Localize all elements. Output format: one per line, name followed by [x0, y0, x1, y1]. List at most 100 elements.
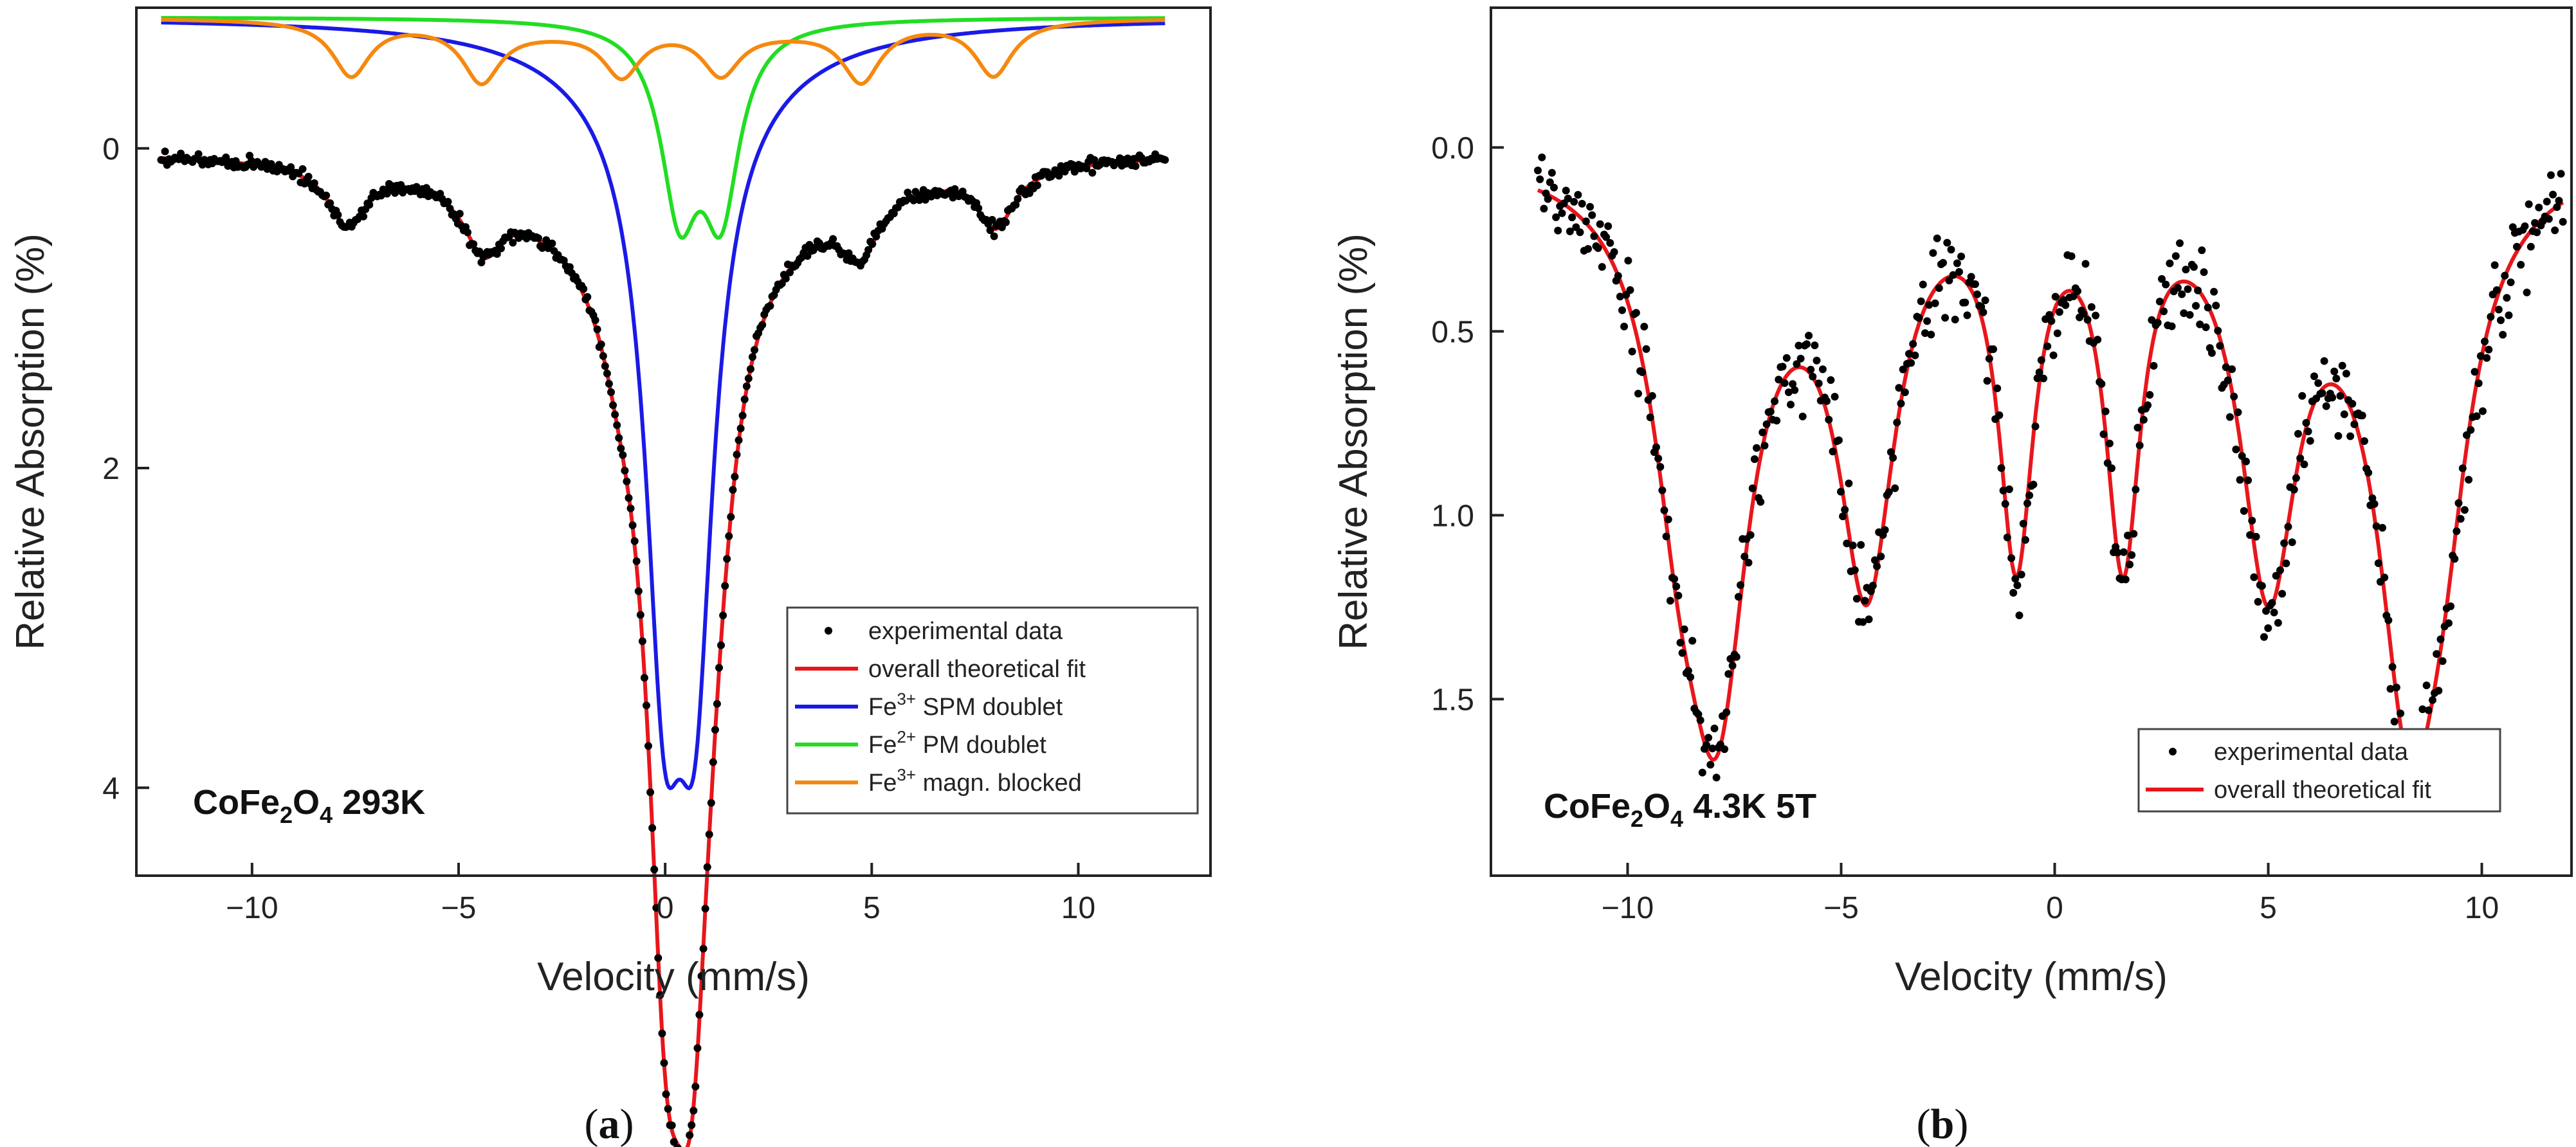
data-point — [2483, 354, 2491, 362]
data-point — [623, 477, 631, 485]
data-point — [2194, 286, 2202, 294]
data-point — [1787, 401, 1795, 409]
panel-a-legend-label-experimental: experimental data — [868, 618, 1063, 645]
data-point — [593, 325, 601, 334]
data-point — [2314, 379, 2323, 387]
data-point — [2332, 374, 2341, 383]
data-point — [2033, 374, 2042, 383]
panel-b-letter-close: ) — [1954, 1101, 1968, 1147]
data-point — [1831, 393, 1839, 401]
data-point — [470, 240, 478, 248]
data-point — [2124, 531, 2132, 539]
data-point — [322, 192, 331, 199]
data-point — [2043, 342, 2052, 350]
data-point — [2155, 298, 2164, 305]
data-point — [1540, 204, 1548, 213]
data-point — [1554, 226, 1562, 235]
panel-a-legend-pm-sup: 2+ — [897, 727, 916, 746]
data-point — [2334, 432, 2343, 440]
data-point — [2246, 531, 2254, 539]
data-point — [2487, 312, 2495, 321]
data-point — [1963, 311, 1971, 320]
data-point — [2234, 408, 2242, 417]
data-point — [2192, 302, 2200, 310]
data-point — [701, 905, 709, 913]
data-point — [1624, 257, 1632, 265]
data-point — [644, 742, 652, 750]
data-point — [2507, 278, 2515, 287]
data-point — [2531, 219, 2539, 227]
data-point — [2040, 374, 2047, 383]
data-point — [1082, 165, 1091, 172]
data-point — [497, 244, 505, 253]
data-point — [2268, 599, 2276, 607]
data-point — [1678, 649, 1686, 657]
data-point — [548, 239, 556, 248]
panel-a-legend-pm-rest: PM doublet — [916, 732, 1046, 759]
data-point — [2228, 365, 2236, 374]
data-point — [654, 954, 662, 962]
data-point — [2358, 411, 2366, 420]
data-point — [1626, 286, 1634, 294]
data-point — [2274, 619, 2282, 627]
data-point — [1604, 222, 1612, 230]
data-point — [1564, 194, 1572, 203]
data-point — [2557, 170, 2565, 178]
data-point — [1664, 515, 1672, 523]
panel-a-legend-blocked-fe: Fe — [868, 770, 897, 797]
x-tick-label: 5 — [2260, 891, 2277, 925]
data-point — [2007, 554, 2016, 562]
data-point — [1602, 233, 1611, 241]
data-point — [628, 521, 637, 529]
y-tick-label: 4 — [102, 772, 120, 806]
data-point — [2526, 242, 2535, 251]
data-point — [2374, 559, 2382, 567]
data-point — [2338, 361, 2346, 370]
data-point — [1606, 239, 1614, 247]
data-point — [1939, 258, 1947, 267]
data-point — [2492, 286, 2501, 294]
data-point — [1570, 197, 1578, 206]
data-point — [711, 726, 719, 734]
data-point — [1534, 167, 1542, 175]
data-point — [1923, 317, 1932, 325]
data-point — [2236, 476, 2244, 484]
data-point — [493, 250, 501, 258]
data-point — [1610, 248, 1618, 256]
data-point — [1552, 213, 1560, 221]
data-point — [686, 1131, 694, 1139]
panel-a-legend-spm-rest: SPM doublet — [916, 694, 1063, 721]
data-point — [1594, 244, 1602, 252]
data-point — [2262, 607, 2270, 615]
data-point — [1646, 413, 1654, 422]
data-point — [1688, 637, 1697, 645]
data-point — [674, 1144, 682, 1147]
data-point — [2472, 412, 2481, 420]
data-point — [1893, 419, 1901, 427]
data-point — [2252, 532, 2260, 541]
data-point — [2146, 391, 2154, 399]
data-point — [2379, 523, 2386, 532]
data-point — [2433, 650, 2441, 658]
data-point — [845, 249, 853, 257]
data-point — [2501, 271, 2509, 280]
data-point — [2302, 419, 2310, 427]
data-point — [1841, 505, 1849, 514]
data-point — [1798, 412, 1807, 420]
data-point — [1961, 298, 1969, 307]
data-point — [2021, 536, 2029, 544]
data-point — [2471, 368, 2479, 376]
data-point — [660, 1059, 668, 1067]
data-point — [868, 240, 877, 248]
data-point — [617, 444, 625, 453]
data-point — [1576, 228, 1584, 237]
data-point — [2013, 581, 2022, 590]
data-point — [2031, 422, 2040, 431]
data-point — [2479, 407, 2487, 415]
data-point — [2182, 266, 2190, 274]
data-point — [2101, 407, 2110, 415]
data-point — [2081, 260, 2090, 268]
data-point — [2258, 582, 2266, 590]
y-tick-label: 0.5 — [1431, 315, 1474, 349]
data-point — [705, 830, 713, 838]
